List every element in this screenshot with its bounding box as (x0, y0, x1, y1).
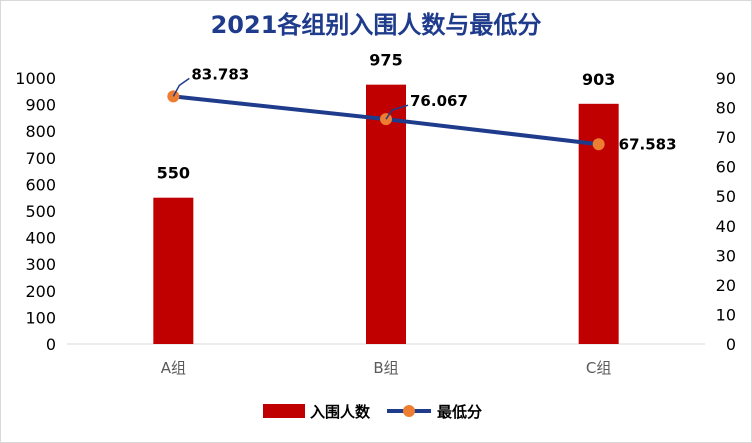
right-axis-tick-label: 50 (716, 187, 736, 206)
right-axis-tick-label: 70 (716, 128, 736, 147)
category-label: C组 (586, 359, 611, 377)
legend-line-label: 最低分 (437, 403, 482, 421)
left-axis-tick-label: 800 (25, 122, 56, 141)
line-data-label: 83.783 (191, 65, 249, 83)
line-data-label: 76.067 (410, 92, 468, 110)
right-axis-tick-label: 30 (716, 246, 736, 265)
left-axis-tick-label: 300 (25, 255, 56, 274)
legend-bar-label: 入围人数 (310, 403, 371, 421)
left-axis-tick-label: 600 (25, 175, 56, 194)
bar-data-label: 550 (157, 164, 190, 183)
bars-group (153, 84, 619, 345)
left-axis-tick-label: 200 (25, 282, 56, 301)
line-labels-group: 83.783 76.067 67.583 (172, 65, 677, 153)
bar-data-label: 903 (582, 70, 615, 89)
category-label: B组 (373, 359, 398, 377)
line-marker (592, 138, 605, 151)
legend-bar-swatch (263, 404, 305, 418)
left-axis-tick-label: 500 (25, 202, 56, 221)
category-labels: A组 B组 C组 (161, 359, 612, 377)
legend-line-marker (403, 405, 415, 417)
right-axis-tick-label: 90 (716, 69, 736, 88)
bar-labels-group: 550 975 903 (157, 51, 616, 183)
left-axis-tick-label: 0 (46, 335, 56, 354)
left-axis-tick-label: 100 (25, 308, 56, 327)
right-axis-tick-label: 10 (716, 305, 736, 324)
right-axis-tick-label: 20 (716, 276, 736, 295)
right-axis-tick-label: 80 (716, 99, 736, 118)
line-data-label: 67.583 (619, 135, 677, 153)
line-label-leader (385, 104, 409, 120)
left-axis-tick-label: 700 (25, 149, 56, 168)
line-label-leader (172, 77, 190, 97)
category-label: A组 (161, 359, 186, 377)
right-axis: 0 10 20 30 40 50 60 70 80 90 (716, 69, 736, 354)
bar-data-label: 975 (369, 51, 402, 70)
left-axis-tick-label: 900 (25, 96, 56, 115)
left-axis-tick-label: 400 (25, 229, 56, 248)
bar (153, 197, 194, 344)
legend: 入围人数 最低分 (263, 403, 482, 421)
right-axis-tick-label: 60 (716, 158, 736, 177)
left-axis-tick-label: 1000 (15, 69, 56, 88)
right-axis-tick-label: 0 (726, 335, 736, 354)
right-axis-tick-label: 40 (716, 217, 736, 236)
chart-title: 2021各组别入围人数与最低分 (211, 11, 542, 39)
bar (366, 84, 406, 345)
left-axis: 0 100 200 300 400 500 600 700 800 900 1000 (15, 69, 56, 354)
